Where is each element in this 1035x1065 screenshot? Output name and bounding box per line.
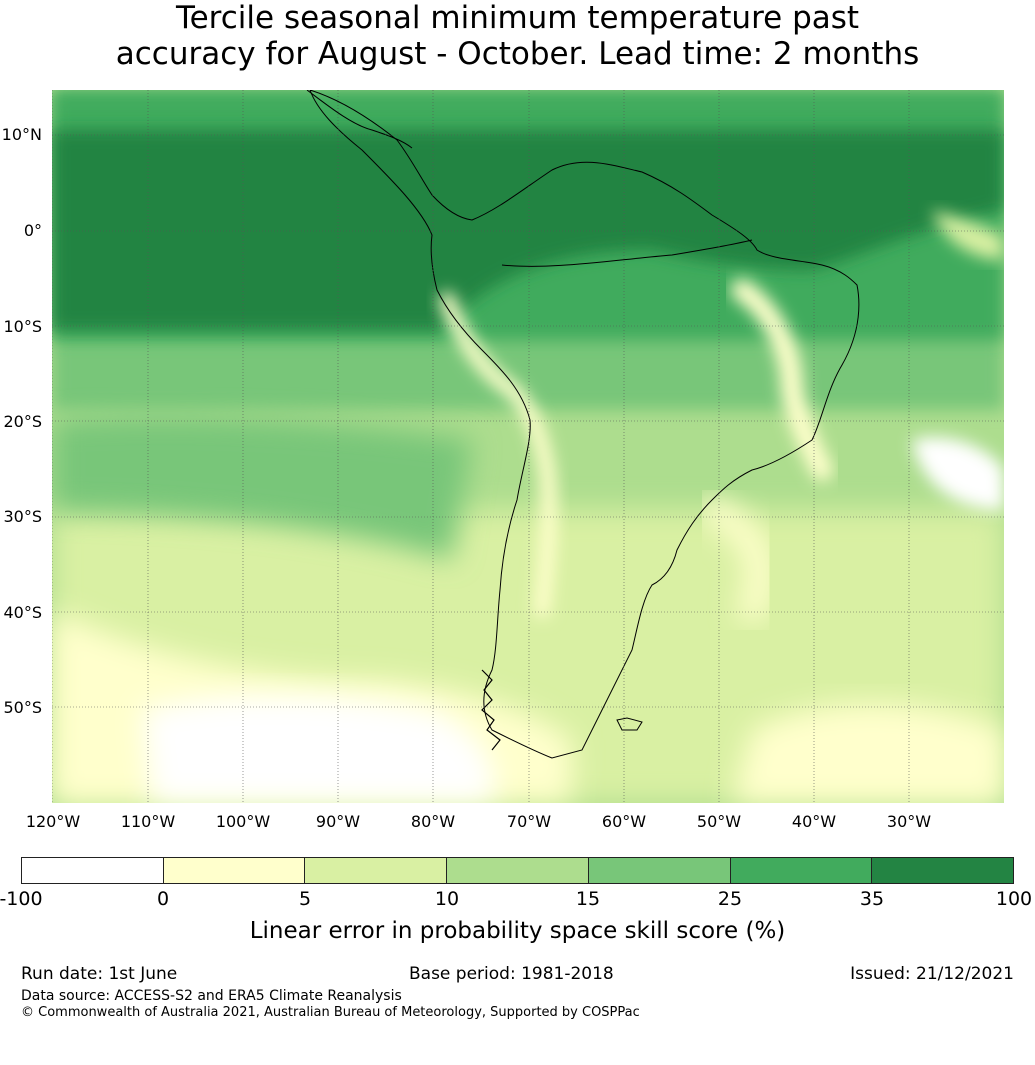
lat-label-50s: 50°S: [3, 698, 42, 717]
colorbar-segment-1: [163, 858, 306, 883]
colorbar-label: Linear error in probability space skill …: [249, 918, 786, 944]
atlantic-low-patch: [912, 437, 1004, 510]
skill-field-far-south-white: [142, 695, 495, 803]
colorbar-segment-3: [447, 858, 589, 883]
colorbar-segment-2: [305, 858, 448, 883]
lon-label-120w: 120°W: [25, 812, 81, 831]
lon-label-110w: 110°W: [120, 812, 176, 831]
copyright: © Commonwealth of Australia 2021, Austra…: [21, 1005, 640, 1020]
lon-label-50w: 50°W: [696, 812, 742, 831]
run-date: Run date: 1st June: [21, 964, 178, 984]
graticule: [52, 90, 1004, 803]
colorbar-tick-5: 5: [298, 888, 312, 910]
map-title: Tercile seasonal minimum temperature pas…: [0, 0, 1035, 72]
lat-label-10s: 10°S: [3, 317, 42, 336]
lat-label-0: 0°: [23, 221, 42, 240]
colorbar: [21, 857, 1014, 884]
lon-label-40w: 40°W: [791, 812, 837, 831]
falkland-islands: [616, 717, 643, 731]
east-atlantic-white: [932, 210, 1004, 260]
lat-label-20s: 20°S: [3, 412, 42, 431]
chile-fjords: [481, 669, 501, 751]
colorbar-tick-10: 10: [434, 888, 460, 910]
colorbar-tick-100: 100: [995, 888, 1033, 910]
south-america-coastline: [309, 90, 860, 759]
lon-label-30w: 30°W: [886, 812, 932, 831]
colorbar-tick-25: 25: [717, 888, 743, 910]
brazil-low-skill: [731, 279, 833, 481]
andes-low-skill: [439, 292, 558, 618]
base-period: Base period: 1981-2018: [409, 964, 614, 984]
skill-field-subtropic-mid: [52, 416, 472, 560]
issued-date: Issued: 21/12/2021: [850, 964, 1014, 984]
lon-label-90w: 90°W: [315, 812, 361, 831]
amazon-river: [501, 239, 753, 267]
skill-score-map: [52, 90, 1004, 803]
title-line-1: Tercile seasonal minimum temperature pas…: [175, 0, 860, 36]
colorbar-tick-35: 35: [859, 888, 885, 910]
lon-label-60w: 60°W: [601, 812, 647, 831]
lat-label-40s: 40°S: [3, 603, 42, 622]
skill-field-atlantic-south: [732, 703, 1004, 803]
colorbar-segment-4: [588, 858, 731, 883]
lon-label-100w: 100°W: [215, 812, 271, 831]
colorbar-segment-5: [730, 858, 873, 883]
colorbar-tick-neg100: -100: [0, 888, 43, 910]
lon-label-70w: 70°W: [506, 812, 552, 831]
lon-label-80w: 80°W: [410, 812, 456, 831]
lat-label-10n: 10°N: [1, 125, 42, 144]
colorbar-segment-6: [872, 858, 1014, 883]
data-source: Data source: ACCESS-S2 and ERA5 Climate …: [21, 988, 402, 1004]
colorbar-tick-15: 15: [575, 888, 601, 910]
colorbar-tick-0: 0: [156, 888, 170, 910]
lat-label-30s: 30°S: [3, 507, 42, 526]
central-america-coastline: [306, 90, 413, 149]
colorbar-segment-0: [22, 858, 164, 883]
title-line-2: accuracy for August - October. Lead time…: [115, 36, 920, 72]
skill-field-equatorial-max: [52, 130, 1004, 330]
